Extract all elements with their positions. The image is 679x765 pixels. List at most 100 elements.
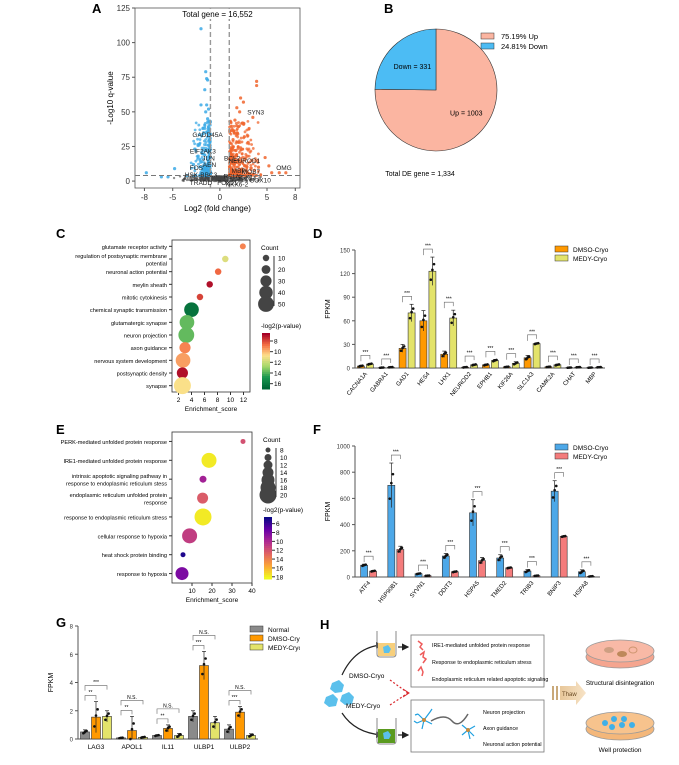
data-point — [479, 561, 482, 564]
data-point — [215, 718, 218, 721]
data-point — [591, 575, 594, 578]
significance-label: *** — [508, 348, 514, 354]
data-point — [486, 363, 489, 366]
x-tick-label: MBP — [585, 371, 598, 385]
significance-bracket — [419, 565, 428, 571]
x-tick-label: 12 — [240, 397, 248, 404]
x-tick-label: 8 — [216, 397, 220, 404]
legend-label: DMSO-Cryo — [573, 445, 609, 452]
x-tick-label: NEUROD2 — [450, 371, 474, 398]
term-label: postsynaptic density — [117, 372, 168, 378]
significance-bracket — [423, 249, 432, 255]
data-point — [373, 569, 376, 572]
y-axis-label: -Log10 q-value — [106, 71, 115, 125]
color-legend-label: 12 — [276, 548, 284, 555]
x-tick-label: 40 — [248, 588, 256, 595]
volcano-point-up — [254, 165, 257, 168]
panel-label-b: B — [384, 1, 393, 16]
significance-bracket — [85, 696, 96, 701]
volcano-point-down — [199, 27, 202, 30]
data-point — [410, 311, 413, 314]
bubble-point — [222, 256, 228, 262]
x-axis-label: Enrichment_score — [185, 406, 238, 413]
bubble-point — [200, 476, 207, 483]
volcano-point-up — [242, 101, 245, 104]
significance-bracket — [229, 701, 240, 706]
significance-label: *** — [502, 541, 508, 547]
significance-label: *** — [583, 556, 589, 562]
bubble-point — [197, 294, 203, 300]
data-point — [564, 535, 567, 538]
term-label: endoplasmic reticulum unfolded protein — [70, 493, 167, 499]
bar — [361, 565, 368, 577]
volcano-point-up — [246, 120, 249, 123]
data-point — [473, 505, 476, 508]
term-label: response to hypoxia — [117, 572, 168, 578]
term-label: potential — [146, 261, 167, 267]
volcano-point-down — [145, 171, 148, 174]
size-legend-label: 20 — [280, 493, 288, 500]
y-tick-label: 400 — [340, 523, 351, 529]
significance-bracket — [473, 492, 482, 498]
volcano-point-up — [236, 132, 239, 135]
bubble-point — [215, 268, 221, 274]
outcome-dmso: Structural disintegration — [586, 680, 655, 687]
gene-label: AEN — [203, 162, 217, 169]
y-tick-label: 0 — [70, 738, 74, 744]
bubble-point — [241, 439, 246, 444]
legend-swatch — [250, 644, 263, 650]
volcano-point-up — [235, 124, 238, 127]
x-tick-label: SYVN1 — [409, 580, 427, 599]
significance-bracket — [555, 473, 564, 479]
significance-bracket — [382, 359, 391, 365]
bar-chart-d: D 0306090120150FPKMCACNA1A***GABRA1***GA… — [310, 220, 679, 420]
pie-footer: Total DE gene = 1,334 — [385, 171, 455, 178]
significance-label: *** — [467, 351, 473, 357]
x-tick-label: 20 — [208, 588, 216, 595]
data-point — [579, 366, 582, 369]
y-tick-label: 30 — [343, 343, 350, 349]
volcano-point-up — [236, 136, 239, 139]
data-point — [507, 365, 510, 368]
data-point — [412, 307, 415, 310]
y-axis-label: FPKM — [48, 673, 55, 693]
y-tick-label: 2 — [70, 709, 74, 715]
data-point — [570, 366, 573, 369]
size-legend-dot — [265, 454, 272, 461]
x-tick-label: HES4 — [417, 371, 432, 387]
significance-label: *** — [362, 350, 368, 356]
x-tick-label: KIF26A — [497, 371, 514, 390]
x-tick-label: EPHB1 — [477, 371, 495, 390]
data-point — [555, 485, 558, 488]
volcano-point-ns — [181, 179, 183, 181]
volcano-point-up — [247, 141, 250, 144]
volcano-point-up — [239, 146, 242, 149]
volcano-point-down — [205, 103, 208, 106]
x-tick-label: HSP90B1 — [378, 580, 400, 605]
legend-label: 24.81% Down — [501, 42, 548, 51]
term-label: synapse — [146, 384, 167, 390]
size-legend-dot — [260, 487, 277, 504]
size-legend-label: 8 — [280, 448, 284, 455]
data-point — [392, 473, 395, 476]
volcano-point-down — [193, 142, 196, 145]
significance-bracket — [391, 455, 400, 461]
volcano-point-up — [249, 151, 252, 154]
data-point — [239, 710, 242, 713]
size-legend-label: 20 — [278, 267, 286, 274]
term-label: glutamate receptor activity — [102, 245, 167, 251]
gene-label: SYN3 — [247, 110, 264, 117]
significance-label: *** — [475, 486, 481, 492]
data-point — [104, 718, 107, 721]
data-point — [537, 342, 540, 345]
data-point — [482, 558, 485, 561]
significance-bracket — [582, 562, 591, 568]
color-legend-title: -log2(p-value) — [263, 507, 303, 514]
x-tick-label: ULBP2 — [230, 744, 251, 751]
color-legend-label: 12 — [274, 360, 282, 367]
volcano-point-down — [198, 143, 201, 146]
volcano-point-down — [192, 140, 195, 143]
